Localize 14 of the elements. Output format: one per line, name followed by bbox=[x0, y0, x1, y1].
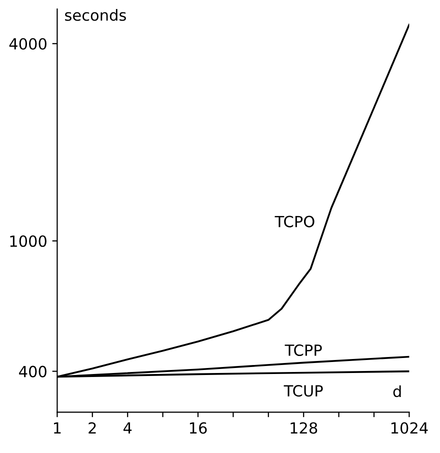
x-tick-label: 1 bbox=[54, 422, 61, 434]
x-tick-label: 1024 bbox=[391, 422, 428, 434]
series-label: TCPP bbox=[284, 344, 322, 356]
x-tick-label: 16 bbox=[190, 422, 207, 434]
x-tick-label: 2 bbox=[88, 422, 96, 434]
x-tick-label: 4 bbox=[123, 422, 132, 434]
y-tick-label: 4000 bbox=[9, 38, 46, 50]
y-axis-title: seconds bbox=[65, 9, 126, 21]
x-axis-title: d bbox=[393, 385, 401, 398]
y-tick-label: 400 bbox=[19, 366, 46, 378]
series-label: TCPO bbox=[274, 216, 314, 228]
x-tick-label: 128 bbox=[290, 422, 318, 434]
y-tick-label: 1000 bbox=[10, 235, 46, 247]
series-label: TCUP bbox=[284, 385, 323, 397]
